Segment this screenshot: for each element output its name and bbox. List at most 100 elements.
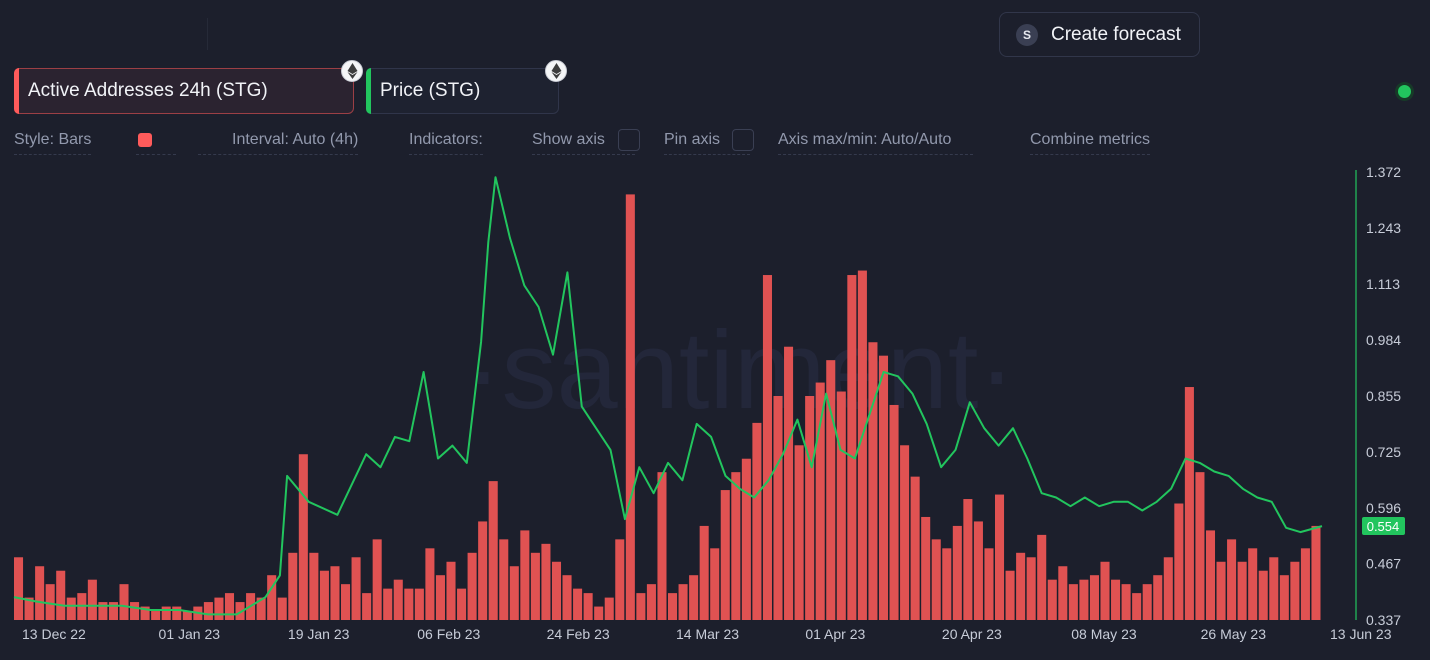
active-addresses-bar — [1237, 561, 1247, 620]
active-addresses-bar — [1184, 387, 1194, 620]
style-option[interactable]: Style: Bars — [14, 131, 92, 155]
current-price-value: 0.554 — [1367, 519, 1400, 534]
active-addresses-bar — [910, 476, 920, 620]
active-addresses-bar — [720, 490, 730, 620]
show-axis-checkbox[interactable] — [618, 129, 640, 151]
active-addresses-bar — [235, 602, 245, 620]
active-addresses-bar — [1216, 561, 1226, 620]
date-axis-ticks: 13 Dec 22 01 Jan 23 19 Jan 23 06 Feb 23 24 F… — [22, 626, 1392, 642]
active-addresses-bar — [1068, 584, 1078, 620]
active-addresses-bar — [900, 445, 910, 620]
y-tick-label: 1.372 — [1366, 164, 1401, 180]
x-tick-label: 24 Feb 23 — [547, 626, 610, 642]
price-axis-ticks: 1.372 1.243 1.113 0.984 0.855 0.725 0.596 0.467… — [1366, 164, 1401, 628]
indicators-option[interactable]: Indicators: — [409, 131, 483, 155]
y-tick-label: 0.467 — [1366, 556, 1401, 572]
active-addresses-bar — [1269, 557, 1279, 620]
active-addresses-bar — [1300, 548, 1310, 620]
active-addresses-bar — [1290, 561, 1300, 620]
metrics-chart[interactable]: ·santiment· 1.372 1.243 1.113 0.984 0.855 0.7… — [0, 160, 1430, 660]
active-addresses-bar — [256, 597, 266, 620]
axis-maxmin-option[interactable]: Axis max/min: Auto/Auto — [778, 131, 974, 155]
active-addresses-bar — [341, 584, 351, 620]
active-addresses-bar — [488, 481, 498, 620]
pin-axis-checkbox[interactable] — [732, 129, 754, 151]
santiment-watermark: ·santiment· — [465, 309, 1015, 432]
pin-axis-option[interactable]: Pin axis — [664, 131, 751, 155]
active-addresses-bar — [868, 342, 878, 620]
y-tick-label: 0.337 — [1366, 612, 1401, 628]
active-addresses-bar — [857, 270, 867, 620]
combine-metrics-option[interactable]: Combine metrics — [1030, 131, 1151, 155]
active-addresses-bar — [551, 561, 562, 620]
current-price-badge — [1362, 517, 1405, 535]
metric-active-addresses[interactable]: Active Addresses 24h (STG) — [14, 60, 363, 114]
active-addresses-bar — [1153, 575, 1163, 620]
active-addresses-bar — [636, 593, 646, 620]
active-addresses-bar — [351, 557, 361, 620]
active-addresses-bar — [140, 606, 150, 620]
active-addresses-bar — [984, 548, 994, 620]
active-addresses-bar — [1142, 584, 1152, 620]
active-addresses-bar — [203, 602, 213, 620]
active-addresses-bar — [1311, 525, 1321, 620]
active-addresses-bar — [942, 548, 952, 620]
active-addresses-bar — [1258, 570, 1268, 620]
active-addresses-bar — [1047, 579, 1057, 620]
color-swatch[interactable] — [138, 133, 152, 147]
active-addresses-bar — [530, 552, 540, 620]
create-forecast-button[interactable]: S Create forecast — [999, 12, 1200, 57]
x-tick-label: 14 Mar 23 — [676, 626, 739, 642]
active-addresses-bar — [383, 588, 393, 620]
active-addresses-bar — [541, 543, 551, 620]
metric-label: Price (STG) — [380, 80, 481, 101]
active-addresses-bar — [35, 566, 45, 620]
active-addresses-bar — [66, 597, 76, 620]
ethereum-icon — [341, 60, 363, 82]
active-addresses-bar — [182, 611, 192, 620]
interval-option[interactable]: Interval: Auto (4h) — [198, 131, 359, 155]
active-addresses-bar — [826, 360, 836, 620]
active-addresses-bar — [1248, 548, 1258, 620]
y-tick-label: 0.984 — [1366, 332, 1401, 348]
active-addresses-bar — [309, 552, 319, 620]
active-addresses-bar — [973, 521, 983, 620]
active-addresses-bar — [678, 584, 688, 620]
active-addresses-bar — [1227, 539, 1237, 620]
active-addresses-bar — [878, 355, 889, 620]
active-addresses-bar — [499, 539, 509, 620]
active-addresses-bar — [24, 597, 34, 620]
create-forecast-label: Create forecast — [1051, 23, 1181, 45]
active-addresses-bar — [478, 521, 488, 620]
active-addresses-bar — [847, 275, 857, 620]
active-addresses-bar — [509, 566, 519, 620]
active-addresses-bar — [330, 566, 340, 620]
x-tick-label: 19 Jan 23 — [288, 626, 350, 642]
active-addresses-bar — [288, 552, 298, 620]
y-tick-label: 0.596 — [1366, 500, 1401, 516]
active-addresses-bar — [214, 597, 224, 620]
active-addresses-bar — [393, 579, 403, 620]
x-tick-label: 20 Apr 23 — [942, 626, 1002, 642]
active-addresses-bar — [762, 275, 772, 620]
metric-price[interactable]: Price (STG) — [366, 60, 567, 114]
active-addresses-bar — [952, 525, 962, 620]
active-addresses-bar — [963, 499, 973, 620]
active-addresses-bar — [836, 391, 846, 620]
show-axis-option[interactable]: Show axis — [532, 131, 635, 155]
active-addresses-bar — [710, 548, 720, 620]
active-addresses-bar — [657, 472, 667, 620]
active-addresses-bar — [1058, 566, 1068, 620]
x-tick-label: 13 Dec 22 — [22, 626, 86, 642]
active-addresses-bar — [1121, 584, 1131, 620]
active-addresses-bar — [1016, 552, 1026, 620]
x-tick-label: 08 May 23 — [1071, 626, 1137, 642]
active-addresses-bar — [573, 588, 583, 620]
active-addresses-bar — [161, 606, 171, 620]
active-addresses-bar — [404, 588, 414, 620]
metric-label: Active Addresses 24h (STG) — [28, 80, 268, 101]
active-addresses-bar — [583, 593, 593, 620]
active-addresses-bar — [172, 606, 182, 620]
active-addresses-bar — [1089, 575, 1099, 620]
active-addresses-bar — [119, 584, 129, 620]
